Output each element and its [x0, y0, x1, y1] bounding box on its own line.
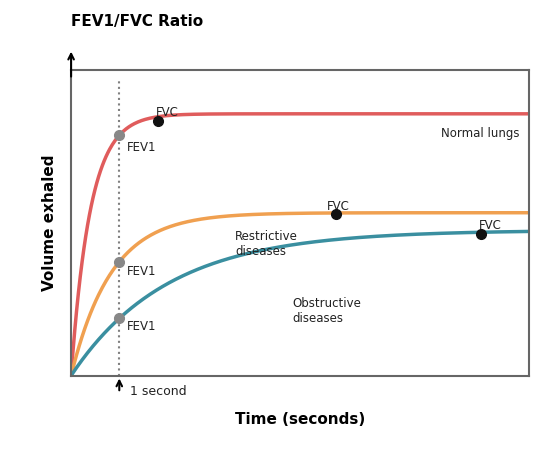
Text: FEV1: FEV1: [127, 141, 156, 154]
Text: FVC: FVC: [326, 200, 349, 212]
Text: FEV1: FEV1: [127, 320, 156, 333]
Text: 1 second: 1 second: [130, 385, 187, 398]
Text: Restrictive
diseases: Restrictive diseases: [235, 230, 298, 258]
Text: FEV1: FEV1: [127, 265, 156, 278]
Text: Obstructive
diseases: Obstructive diseases: [293, 297, 362, 325]
Text: FVC: FVC: [156, 106, 178, 119]
X-axis label: Time (seconds): Time (seconds): [235, 412, 365, 427]
Text: FEV1/FVC Ratio: FEV1/FVC Ratio: [71, 14, 203, 29]
Text: Normal lungs: Normal lungs: [441, 127, 520, 140]
Y-axis label: Volume exhaled: Volume exhaled: [42, 155, 57, 291]
Text: FVC: FVC: [478, 219, 501, 232]
